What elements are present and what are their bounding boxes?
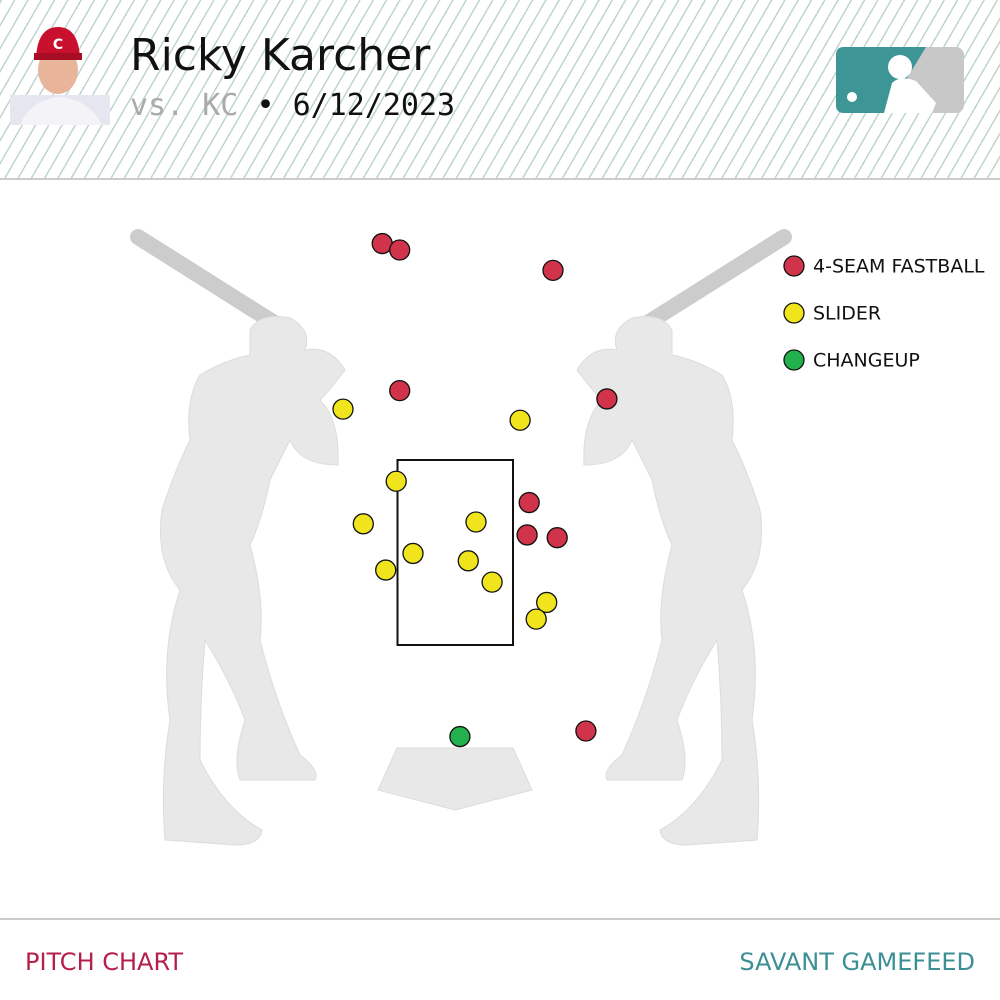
strike-zone <box>396 459 514 646</box>
legend-label: 4-SEAM FASTBALL <box>813 256 985 278</box>
separator: • <box>256 88 275 123</box>
pitch <box>465 511 487 533</box>
pitch <box>375 559 397 581</box>
pitch <box>352 513 374 535</box>
pitch <box>402 542 424 565</box>
opponent: vs. KC <box>130 88 239 123</box>
date: 6/12/2023 <box>292 88 456 123</box>
footer-left: PITCH CHART <box>25 948 184 976</box>
pitch <box>546 527 568 549</box>
pitch <box>449 725 471 748</box>
mlb-logo <box>836 47 964 113</box>
pitch <box>385 470 407 492</box>
player-photo: C <box>10 27 110 125</box>
pitch <box>596 388 618 410</box>
pitch <box>457 550 479 572</box>
game-info: vs. KC • 6/12/2023 <box>130 88 455 123</box>
legend-label: SLIDER <box>813 303 881 325</box>
pitch <box>536 591 558 614</box>
chart: 4-SEAM FASTBALL SLIDER CHANGEUP <box>130 229 985 846</box>
footer: PITCH CHART SAVANT GAMEFEED <box>0 918 1000 1000</box>
player-name: Ricky Karcher <box>130 30 431 81</box>
legend-marker <box>783 349 805 371</box>
svg-text:C: C <box>53 37 63 53</box>
legend-marker <box>783 255 805 277</box>
pitch <box>332 398 354 420</box>
pitch <box>542 259 564 282</box>
pitch <box>389 239 411 261</box>
batter-left <box>130 229 346 846</box>
legend-marker <box>783 302 805 324</box>
home-plate <box>377 747 533 811</box>
pitch <box>516 524 538 546</box>
batter-right <box>576 229 792 846</box>
pitch <box>525 608 547 630</box>
pitch <box>389 379 411 402</box>
pitch <box>575 720 597 742</box>
legend-label: CHANGEUP <box>813 350 920 372</box>
header: C Ricky Karcher vs. KC • 6/12/2023 <box>0 0 1000 180</box>
pitch <box>481 571 503 593</box>
pitch <box>509 409 531 431</box>
footer-right: SAVANT GAMEFEED <box>739 948 975 976</box>
pitch <box>518 491 540 514</box>
